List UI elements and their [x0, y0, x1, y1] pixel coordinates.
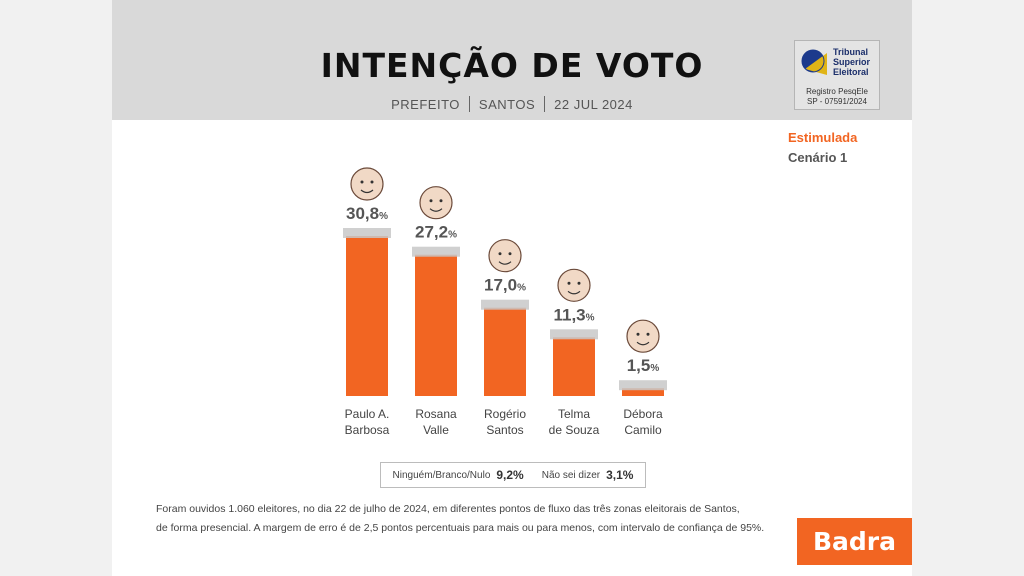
candidate-avatar — [350, 167, 384, 201]
tse-badge: Tribunal Superior Eleitoral Registro Pes… — [794, 40, 880, 110]
bar — [415, 254, 457, 396]
tse-name-line: Eleitoral — [833, 67, 869, 77]
category-label: Barbosa — [345, 423, 390, 437]
category-label: Camilo — [624, 423, 662, 437]
bar-cap — [412, 246, 460, 257]
category-label: de Souza — [549, 423, 600, 437]
bar-cap — [481, 299, 529, 310]
avatar-eye — [429, 199, 433, 203]
bar-cap — [343, 228, 391, 238]
tse-name-line: Tribunal — [833, 47, 869, 57]
registry-number: SP - 07591/2024 — [807, 97, 867, 106]
brand-logo: Badra — [797, 518, 912, 565]
category-label: Rosana — [415, 407, 457, 421]
avatar-smile — [498, 261, 512, 265]
others-box: Ninguém/Branco/Nulo 9,2% Não sei dizer 3… — [380, 462, 646, 488]
subtitle: PREFEITO SANTOS 22 JUL 2024 — [112, 96, 912, 112]
separator — [544, 96, 546, 112]
tse-registry: Registro PesqEle SP - 07591/2024 — [795, 87, 879, 107]
avatar-smile — [636, 341, 650, 346]
avatar-eye — [498, 252, 502, 256]
note-line: de forma presencial. A margem de erro é … — [156, 522, 765, 534]
tse-logo-icon — [800, 47, 830, 77]
note-line: Foram ouvidos 1.060 eleitores, no dia 22… — [156, 503, 740, 515]
candidate-avatar — [419, 186, 453, 220]
separator — [468, 96, 470, 112]
value-label: 30,8% — [346, 204, 388, 223]
none-value: 9,2% — [496, 468, 524, 482]
avatar-eye — [567, 281, 571, 285]
page-title: INTENÇÃO DE VOTO — [320, 46, 704, 85]
dont-know-value: 3,1% — [606, 468, 634, 482]
survey-type: Estimulada — [788, 130, 858, 145]
tse-name-line: Superior — [833, 57, 871, 67]
value-label: 27,2% — [415, 223, 457, 242]
value-label: 1,5% — [627, 356, 660, 375]
avatar-smile — [429, 208, 443, 212]
category-label: Telma — [558, 407, 590, 421]
bar-cap — [619, 380, 667, 391]
poll-card: INTENÇÃO DE VOTO PREFEITO SANTOS 22 JUL … — [112, 0, 912, 576]
office-label: PREFEITO — [391, 96, 460, 112]
avatar-eye — [370, 180, 374, 184]
avatar-eye — [508, 252, 512, 256]
city-label: SANTOS — [478, 96, 536, 112]
avatar-smile — [360, 189, 374, 194]
bar — [346, 236, 388, 396]
header: INTENÇÃO DE VOTO PREFEITO SANTOS 22 JUL … — [112, 0, 912, 120]
avatar-eye — [636, 332, 640, 336]
date-label: 22 JUL 2024 — [554, 96, 633, 112]
category-label: Débora — [623, 407, 663, 421]
value-label: 11,3% — [553, 305, 594, 324]
avatar-eye — [646, 332, 650, 336]
bar-cap — [550, 329, 598, 340]
methodology-note: Foram ouvidos 1.060 eleitores, no dia 22… — [156, 500, 776, 538]
tse-name: Tribunal Superior Eleitoral — [833, 47, 879, 77]
category-label: Valle — [423, 423, 449, 437]
avatar-eye — [439, 199, 443, 203]
dont-know-label: Não sei dizer — [541, 469, 601, 481]
bar — [622, 388, 664, 396]
registry-line: Registro PesqEle — [806, 87, 868, 96]
bar-chart: 30,8% Paulo A. Barbosa 27,2% Rosana Valle 17,0… — [343, 167, 667, 437]
category-label: Santos — [486, 423, 523, 437]
candidate-avatar — [557, 268, 591, 302]
avatar-eye — [360, 180, 364, 184]
survey-scenario: Cenário 1 — [788, 150, 848, 165]
bar — [484, 307, 526, 396]
value-label: 17,0% — [484, 276, 526, 295]
bar — [553, 337, 595, 396]
avatar-eye — [577, 281, 581, 285]
avatar-smile — [567, 290, 581, 295]
category-label: Paulo A. — [345, 407, 390, 421]
none-label: Ninguém/Branco/Nulo — [392, 469, 491, 481]
candidate-avatar — [626, 319, 660, 353]
category-label: Rogério — [484, 407, 526, 421]
candidate-avatar — [488, 239, 522, 273]
